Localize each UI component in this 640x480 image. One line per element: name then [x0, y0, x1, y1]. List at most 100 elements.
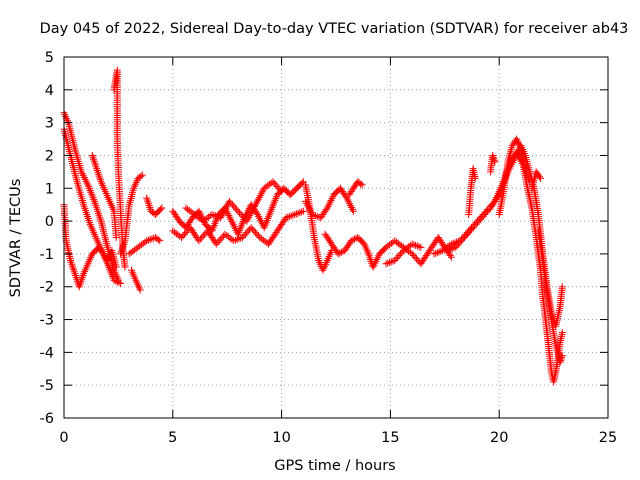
x-tick-label: 20 — [490, 430, 508, 446]
data-point — [182, 229, 190, 237]
data-point — [476, 216, 484, 223]
data-point — [227, 199, 235, 207]
y-tick-label: -5 — [40, 378, 54, 394]
data-point — [522, 167, 530, 174]
data-point — [417, 243, 425, 251]
data-point — [435, 248, 443, 256]
data-point — [432, 249, 440, 257]
data-point — [225, 197, 233, 205]
data-point — [453, 242, 461, 250]
data-point — [447, 240, 455, 248]
x-tick-label: 5 — [168, 430, 177, 446]
data-point — [254, 232, 262, 240]
data-point — [110, 276, 118, 284]
data-point — [217, 214, 225, 222]
data-point — [93, 167, 101, 174]
data-point — [382, 260, 390, 268]
data-point — [287, 212, 295, 220]
data-point — [210, 211, 218, 219]
data-point — [491, 158, 499, 166]
data-point — [241, 230, 249, 238]
data-point — [72, 273, 80, 281]
data-point — [180, 230, 188, 238]
data-point — [87, 188, 95, 196]
data-point — [154, 236, 162, 244]
x-tick-label: 10 — [272, 430, 290, 446]
data-point — [138, 171, 146, 179]
data-point — [257, 216, 264, 224]
data-point — [489, 153, 497, 161]
data-point — [558, 352, 566, 360]
data-point — [268, 204, 276, 212]
data-point — [249, 225, 257, 233]
data-point — [456, 238, 464, 246]
data-point — [408, 240, 416, 248]
data-point — [235, 235, 243, 243]
data-point — [465, 229, 473, 237]
data-point — [199, 232, 207, 240]
data-point — [136, 286, 144, 294]
y-axis-label: SDTVAR / TECUs — [8, 179, 24, 298]
data-point — [120, 241, 128, 248]
x-tick-label: 0 — [59, 430, 68, 446]
data-point — [220, 208, 228, 216]
data-point — [433, 249, 441, 257]
data-point — [117, 248, 125, 256]
data-point — [233, 236, 241, 243]
data-point — [208, 211, 216, 218]
y-tick-label: -3 — [40, 313, 54, 329]
data-point — [558, 283, 566, 291]
data-point — [395, 252, 403, 259]
data-point — [85, 183, 93, 191]
data-point — [88, 190, 96, 198]
data-point — [77, 168, 85, 176]
data-point — [475, 217, 483, 225]
data-point — [243, 217, 251, 225]
data-point — [236, 209, 243, 217]
data-point — [490, 156, 498, 164]
data-point — [117, 279, 125, 287]
data-point — [294, 209, 302, 217]
data-point — [238, 219, 246, 227]
data-point — [106, 265, 114, 273]
data-point — [261, 222, 269, 230]
data-point — [248, 208, 256, 216]
data-point — [211, 220, 219, 228]
data-point — [447, 245, 454, 253]
data-point — [406, 249, 414, 257]
data-point — [299, 207, 307, 215]
data-point — [178, 234, 185, 241]
data-point — [198, 234, 206, 241]
data-point — [228, 201, 236, 209]
data-point — [254, 195, 262, 203]
data-point — [455, 240, 463, 248]
data-point — [271, 196, 279, 204]
data-point — [137, 172, 145, 180]
data-point — [105, 263, 113, 271]
data-point — [275, 184, 283, 192]
y-tick-label: -6 — [40, 411, 54, 427]
data-point — [391, 257, 399, 264]
data-point — [398, 248, 406, 256]
data-point — [230, 237, 238, 245]
data-point — [289, 211, 297, 219]
y-tick-label: -1 — [40, 247, 54, 263]
data-point — [143, 237, 151, 245]
data-point — [267, 205, 275, 213]
data-point — [556, 358, 564, 366]
data-point — [345, 198, 353, 206]
data-point — [284, 213, 292, 221]
data-point — [158, 204, 166, 212]
data-point — [411, 253, 419, 261]
data-point — [238, 234, 246, 241]
data-point — [96, 174, 104, 182]
data-point — [449, 239, 457, 247]
plot-frame — [63, 56, 609, 419]
data-point — [157, 205, 165, 213]
y-tick-label: 4 — [45, 83, 54, 99]
data-point — [269, 178, 277, 186]
y-tick-labels: -6 -5 -4 -3 -2 -1 0 1 2 3 4 5 — [40, 50, 54, 427]
data-point — [243, 229, 251, 237]
